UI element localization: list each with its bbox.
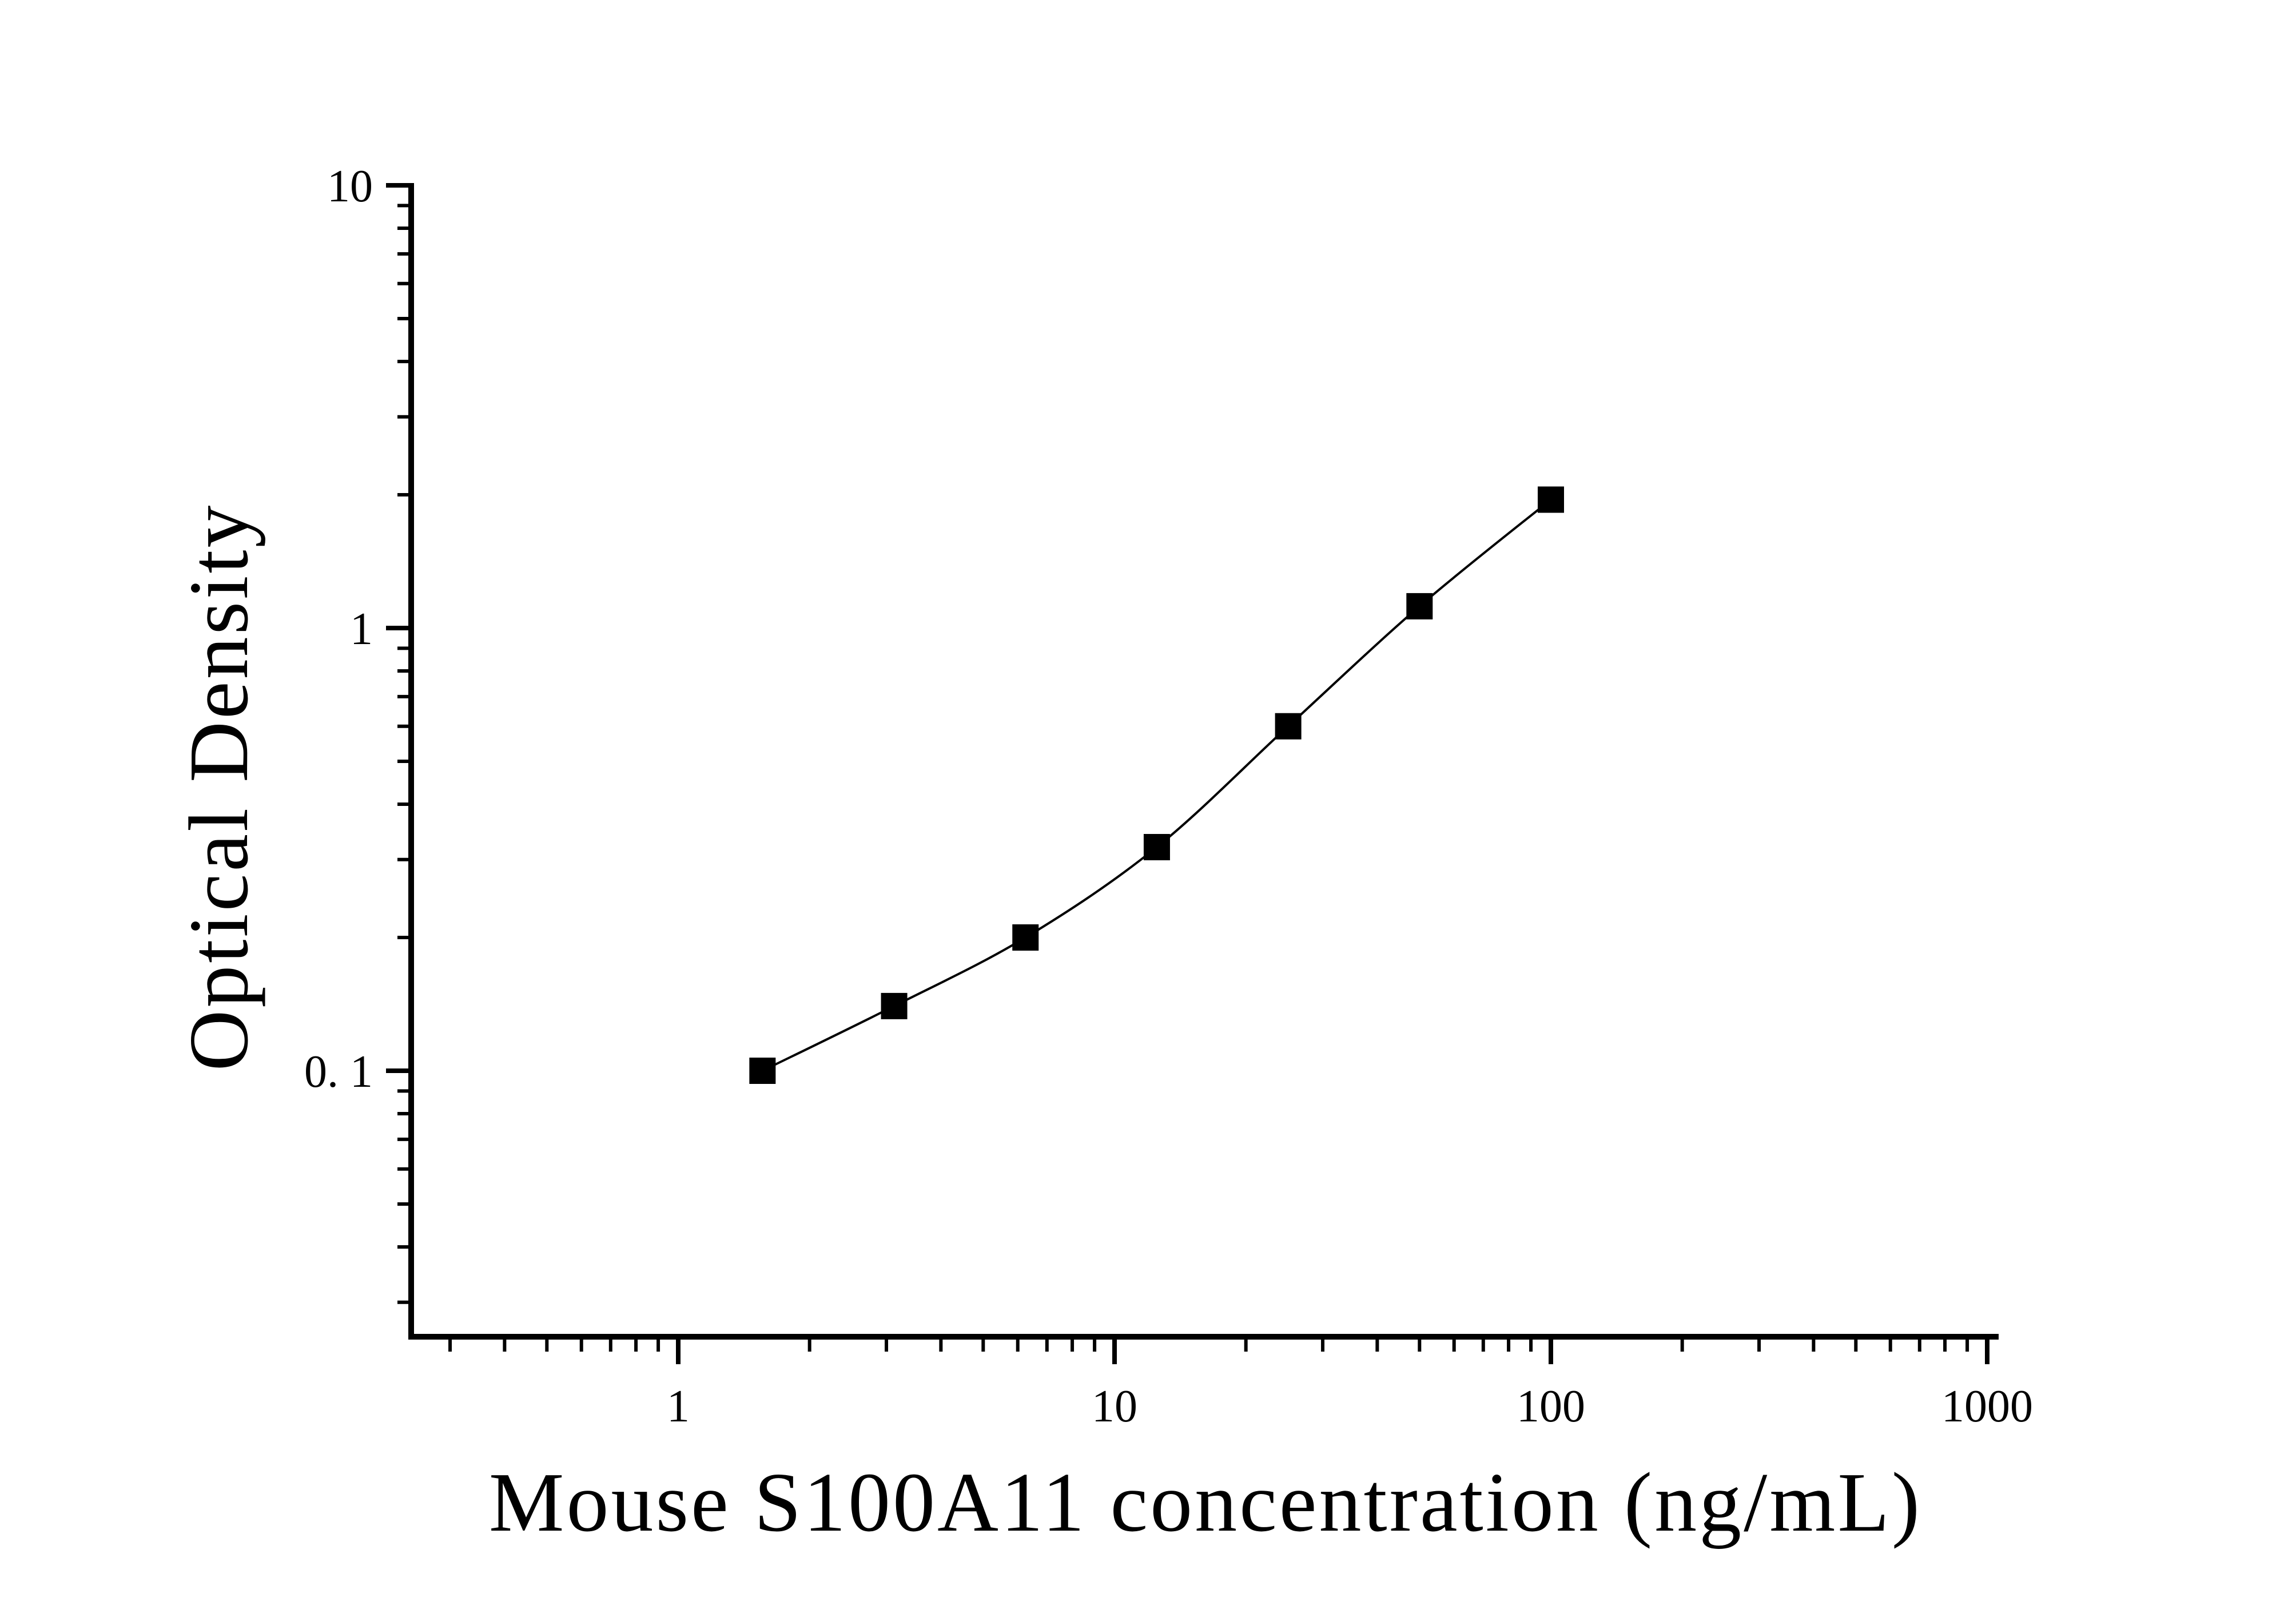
standard-curve-line	[761, 498, 1552, 1072]
data-point-markers	[749, 486, 1564, 1084]
x-tick-label: 10	[1092, 1381, 1137, 1432]
y-tick-label: 1	[350, 604, 373, 654]
data-point-square-marker	[1275, 713, 1302, 740]
x-tick-label: 1000	[1941, 1381, 2033, 1432]
x-axis-title: Mouse S100A11 concentration (ng/mL)	[489, 1456, 1922, 1550]
x-tick-label: 1	[667, 1381, 690, 1432]
data-point-square-marker	[749, 1058, 776, 1084]
y-axis-title: Optical Density	[172, 503, 266, 1071]
data-point-square-marker	[881, 992, 908, 1019]
y-axis-major-ticks	[386, 183, 411, 1073]
data-point-square-marker	[1012, 924, 1039, 951]
y-tick-label: 0. 1	[304, 1047, 373, 1097]
x-axis-major-ticks	[676, 1337, 1989, 1364]
y-axis-tick-labels: 10 1 0. 1	[304, 161, 373, 1097]
y-tick-label: 10	[327, 161, 373, 212]
x-axis-tick-labels: 1 10 100 1000	[667, 1381, 2033, 1432]
data-point-square-marker	[1143, 834, 1170, 861]
y-axis-minor-ticks	[397, 204, 411, 1304]
x-axis-minor-ticks	[448, 1337, 1969, 1352]
data-point-square-marker	[1538, 486, 1564, 513]
data-point-square-marker	[1406, 593, 1433, 619]
axis-frame	[408, 183, 1999, 1340]
x-tick-label: 100	[1517, 1381, 1585, 1432]
